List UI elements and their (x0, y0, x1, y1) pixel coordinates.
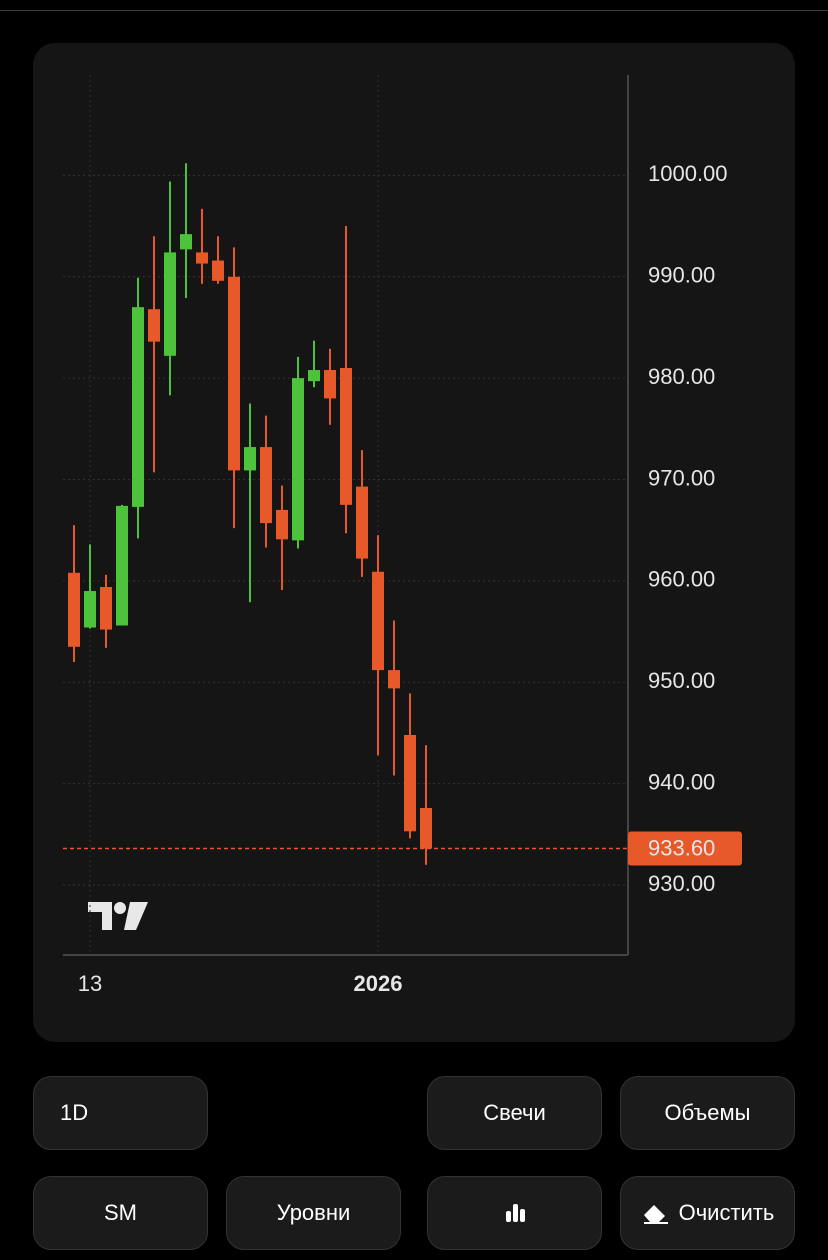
candle-body (292, 378, 304, 541)
candle-body (164, 252, 176, 356)
volumes-button[interactable]: Объемы (620, 1076, 795, 1150)
y-tick-label: 1000.00 (648, 161, 728, 186)
candle-body (68, 572, 80, 647)
candle-body (308, 370, 320, 382)
candle-body (276, 509, 288, 540)
candle-body (228, 276, 240, 471)
x-tick-label: 2026 (354, 971, 403, 996)
candle-body (260, 447, 272, 524)
candle-body (356, 486, 368, 559)
x-tick-label: 13 (78, 971, 102, 996)
y-tick-label: 970.00 (648, 465, 715, 490)
timeframe-button[interactable]: 1D (33, 1076, 208, 1150)
candle-body (324, 370, 336, 399)
candle-body (388, 670, 400, 689)
candle-body (100, 586, 112, 630)
candle-body (404, 735, 416, 832)
candle-body (420, 807, 432, 849)
candle-body (84, 591, 96, 628)
last-price-label: 933.60 (648, 835, 715, 860)
y-tick-label: 950.00 (648, 668, 715, 693)
candle-body (116, 505, 128, 626)
candle-body (180, 234, 192, 250)
levels-button[interactable]: Уровни (226, 1176, 401, 1250)
candle-body (212, 260, 224, 281)
divider (0, 10, 828, 11)
logo (88, 902, 148, 930)
candle-body (340, 367, 352, 505)
y-tick-label: 930.00 (648, 871, 715, 896)
candle-body (132, 307, 144, 507)
sm-button[interactable]: SM (33, 1176, 208, 1250)
eraser-icon (643, 1205, 668, 1224)
y-tick-label: 960.00 (648, 567, 715, 592)
y-tick-label: 990.00 (648, 263, 715, 288)
candle-body (148, 309, 160, 342)
candles-button[interactable]: Свечи (427, 1076, 602, 1150)
last-price-box (628, 831, 742, 866)
clear-button[interactable]: Очистить (620, 1176, 795, 1250)
chart-card (33, 43, 795, 1042)
y-tick-label: 980.00 (648, 364, 715, 389)
y-tick-label: 940.00 (648, 769, 715, 794)
clear-label: Очистить (678, 1200, 775, 1225)
bar-icon (505, 1204, 525, 1222)
candle-body (372, 571, 384, 671)
chart: 930.00 940.00 950.00 960.00 970.00 980.00 990.… (63, 75, 742, 996)
candle-body (244, 447, 256, 471)
candle-body (196, 252, 208, 264)
indicators-button[interactable] (427, 1176, 602, 1250)
